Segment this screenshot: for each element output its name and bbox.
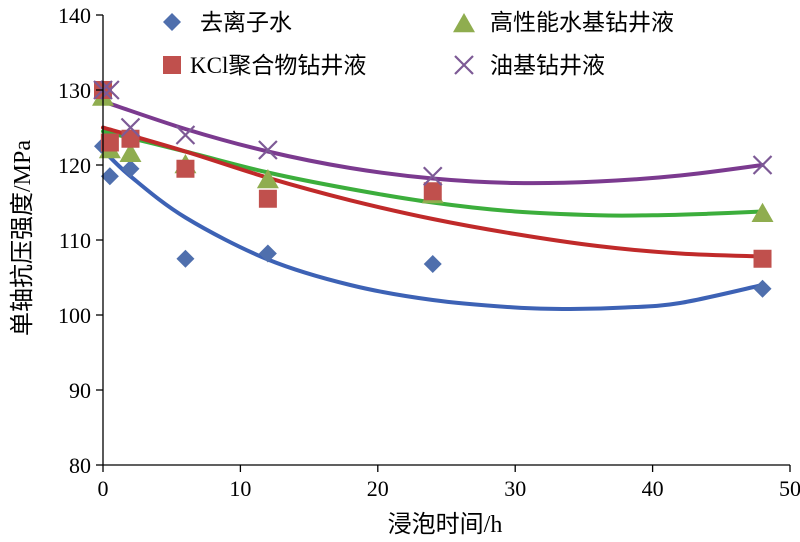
legend-label-series-3: KCl聚合物钻井液 [190, 53, 366, 78]
axes [96, 14, 791, 472]
legend-marker-series-3 [163, 56, 181, 74]
data-point-series-4-6 [422, 166, 443, 187]
data-point-series-1-2 [100, 167, 119, 186]
legend-label-series-4: 油基钻井液 [490, 53, 605, 78]
y-tick-label: 110 [59, 228, 91, 253]
trend-lines [101, 99, 765, 312]
data-point-series-4-2 [100, 80, 120, 100]
trend-line-series-1 [101, 148, 765, 312]
y-tick-label: 120 [58, 153, 91, 178]
x-tick-label: 10 [229, 476, 251, 501]
data-point-series-4-5 [258, 140, 278, 160]
y-tick-label: 80 [69, 453, 91, 478]
y-tick-labels: 80 90 100 110 120 130 140 [58, 3, 91, 478]
data-point-series-3-6 [423, 182, 442, 201]
y-tick-label: 90 [69, 378, 91, 403]
legend-label-series-2: 高性能水基钻井液 [490, 10, 674, 35]
x-tick-label: 20 [367, 476, 389, 501]
data-point-series-3-5 [258, 189, 277, 208]
data-point-series-3-2 [100, 133, 119, 152]
data-points [92, 80, 774, 298]
data-point-series-1-4 [176, 249, 195, 268]
legend-marker-series-2 [453, 13, 475, 33]
data-point-series-2-3 [119, 142, 142, 162]
x-tick-label: 0 [98, 476, 109, 501]
trend-line-series-4 [101, 99, 765, 186]
trend-line-series-3 [101, 125, 765, 259]
y-tick-label: 140 [58, 3, 91, 28]
data-point-series-3-7 [753, 249, 772, 268]
data-point-series-1-6 [423, 255, 442, 273]
legend-label-series-1: 去离子水 [200, 10, 292, 35]
legend-marker-series-1 [163, 13, 181, 31]
data-point-series-3-4 [176, 159, 195, 178]
x-axis-label: 浸泡时间/h [388, 511, 503, 538]
data-point-series-4-3 [120, 117, 141, 138]
data-point-series-1-7 [753, 279, 772, 298]
legend-marker-series-4 [454, 55, 474, 75]
data-point-series-4-4 [175, 125, 196, 145]
data-point-series-4-7 [752, 155, 773, 175]
data-point-series-2-5 [256, 169, 279, 189]
x-tick-labels: 0 10 20 30 40 50 [98, 476, 800, 501]
x-tick-label: 40 [642, 476, 664, 501]
y-tick-label: 100 [58, 303, 91, 328]
x-tick-label: 50 [779, 476, 800, 501]
data-point-series-3-3 [121, 129, 140, 148]
data-point-series-1-3 [121, 159, 140, 178]
legend: 去离子水 高性能水基钻井液 KCl聚合物钻井液 油基钻井液 [163, 10, 674, 78]
x-tick-label: 30 [504, 476, 526, 501]
data-point-series-2-7 [751, 202, 774, 222]
data-point-series-1-5 [258, 244, 277, 263]
y-axis-label: 单轴抗压强度/MPa [9, 140, 36, 336]
y-tick-label: 130 [58, 78, 91, 103]
